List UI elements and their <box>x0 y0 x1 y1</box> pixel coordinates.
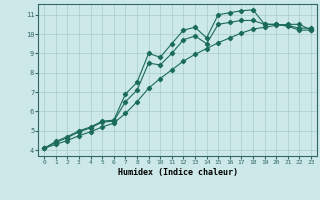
X-axis label: Humidex (Indice chaleur): Humidex (Indice chaleur) <box>118 168 238 177</box>
